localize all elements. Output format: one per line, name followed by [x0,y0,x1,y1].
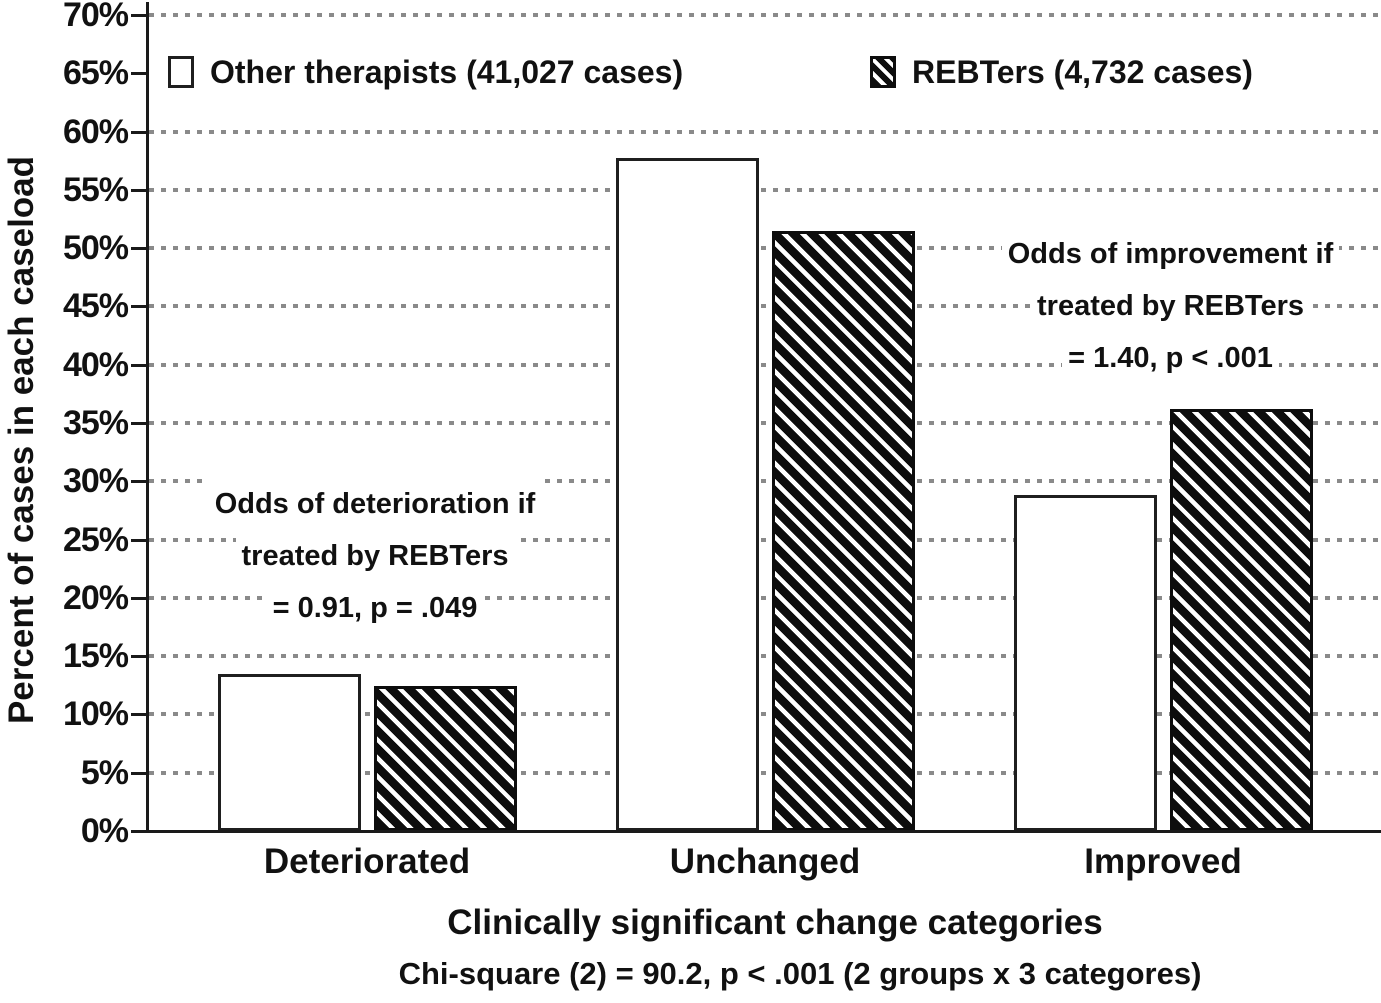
gridline-25pct [149,537,1381,542]
y-tick-label-25pct: 25% [62,520,129,559]
legend-label-other-therapists: Other therapists (41,027 cases) [210,53,684,90]
annotation-line: treated by REBTers [235,530,515,582]
bar-other-therapists-deteriorated [217,674,361,831]
legend-item-other-therapists: Other therapists (41,027 cases) [162,50,690,94]
bar-rebters-deteriorated [373,686,517,831]
y-tick-label-0pct: 0% [80,812,129,850]
category-label-improved: Improved [1084,842,1242,881]
x-axis-line [146,830,1381,833]
gridline-35pct [149,421,1381,425]
y-tick-70pct [131,14,147,17]
y-tick-30pct [131,480,147,484]
annotation-line: Odds of deterioration if [208,478,542,530]
y-tick-label-70pct: 70% [62,0,129,35]
gridline-5pct [149,770,1381,775]
y-tick-50pct [131,247,147,251]
gridline-15pct [149,654,1381,659]
gridline-10pct [149,712,1381,717]
y-tick-35pct [131,422,147,425]
annotation-line: treated by REBTers [1031,280,1310,332]
y-tick-20pct [131,596,147,600]
annotation-deterioration-odds: Odds of deterioration if treated by REBTe… [160,478,590,634]
y-tick-65pct [131,72,147,76]
y-tick-5pct [131,771,147,775]
y-tick-10pct [131,713,147,717]
legend-item-rebters: REBTers (4,732 cases) [864,50,1259,94]
gridline-55pct [149,187,1381,192]
category-label-deteriorated: Deteriorated [263,842,471,881]
bar-rebters-unchanged [771,231,915,831]
annotation-line: Odds of improvement if [1001,228,1340,280]
bar-other-therapists-improved [1013,495,1157,831]
annotation-line: = 1.40, p < .001 [1062,332,1279,384]
y-tick-label-20pct: 20% [62,578,129,617]
y-tick-45pct [131,305,147,309]
y-axis-line [146,2,149,832]
annotation-improvement-odds: Odds of improvement if treated by REBTers… [953,228,1381,384]
gridline-60pct [149,129,1381,134]
gridline-70pct [149,13,1381,17]
y-tick-15pct [131,655,147,659]
bar-rebters-improved [1169,409,1313,831]
y-tick-label-30pct: 30% [62,462,129,501]
chi-square-footnote: Chi-square (2) = 90.2, p < .001 (2 group… [398,956,1202,991]
bar-other-therapists-unchanged [615,158,759,831]
diagonal-hatch-swatch-icon [870,56,896,88]
y-tick-label-40pct: 40% [62,345,129,384]
y-tick-label-35pct: 35% [62,404,129,442]
y-tick-label-5pct: 5% [80,753,129,792]
y-axis-title: Percent of cases in each caseload [2,155,41,725]
gridline-50pct [149,246,1381,251]
gridline-45pct [149,304,1381,309]
y-tick-label-15pct: 15% [62,637,129,676]
y-tick-label-60pct: 60% [62,112,129,151]
y-tick-label-65pct: 65% [62,54,129,93]
annotation-line: = 0.91, p = .049 [266,582,484,634]
y-tick-label-50pct: 50% [62,229,129,268]
gridline-40pct [149,362,1381,367]
gridline-20pct [149,595,1381,600]
legend-label-rebters: REBTers (4,732 cases) [912,53,1253,90]
category-label-unchanged: Unchanged [669,842,861,881]
y-tick-label-45pct: 45% [62,287,129,326]
y-tick-25pct [131,538,147,542]
y-tick-60pct [131,130,147,134]
x-axis-title: Clinically significant change categories [447,903,1103,942]
y-tick-55pct [131,188,147,192]
y-tick-0pct [131,830,147,833]
gridline-30pct [149,479,1381,484]
y-tick-label-10pct: 10% [62,695,129,734]
y-tick-label-55pct: 55% [62,170,129,209]
y-tick-40pct [131,363,147,367]
white-square-swatch-icon [168,56,194,88]
